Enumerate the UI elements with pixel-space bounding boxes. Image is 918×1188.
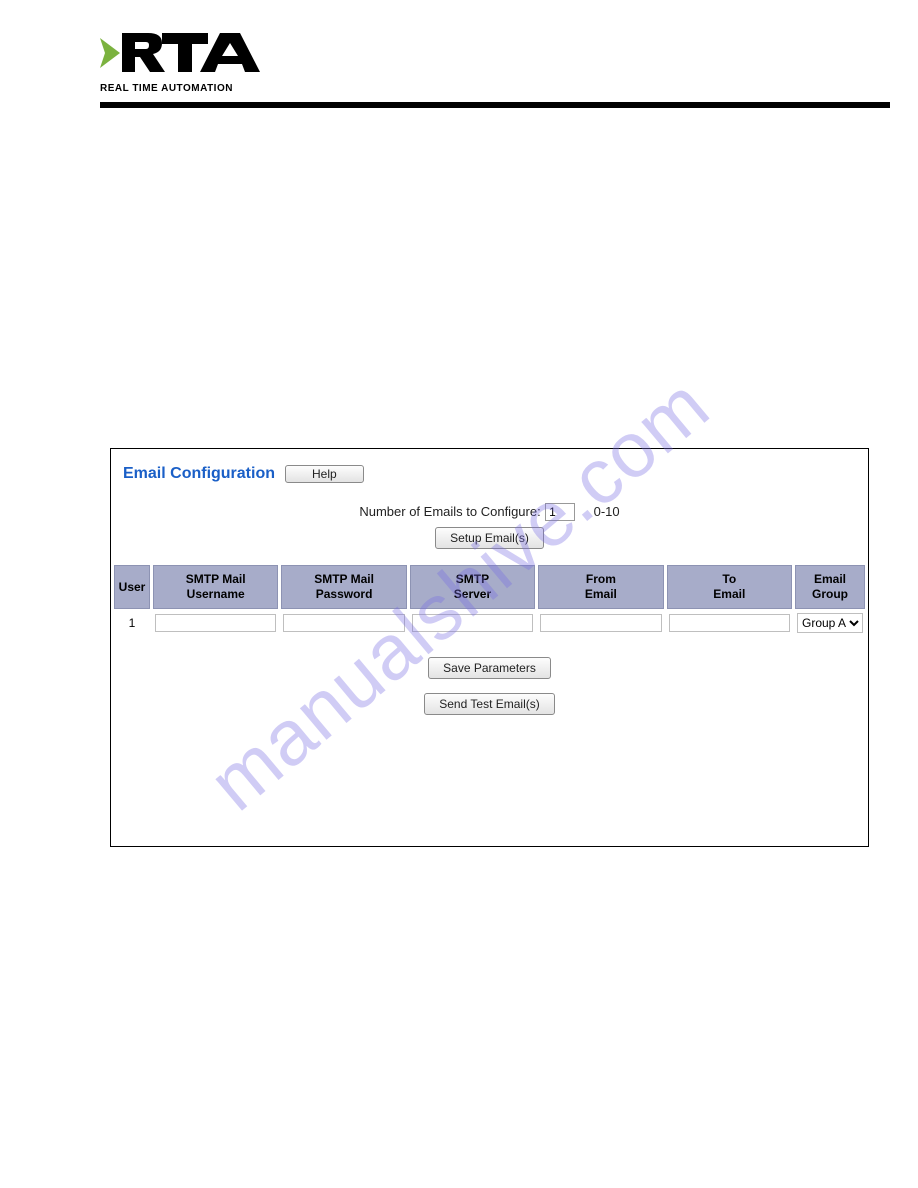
col-header-user: User: [114, 565, 150, 609]
logo-area: REAL TIME AUTOMATION: [100, 30, 893, 94]
help-button[interactable]: Help: [285, 465, 364, 483]
col-header-to-email: ToEmail: [667, 565, 792, 609]
num-emails-label: Number of Emails to Configure:: [359, 504, 540, 519]
email-config-table: User SMTP MailUsername SMTP MailPassword…: [111, 563, 868, 637]
to-email-input[interactable]: [669, 614, 790, 632]
header-divider: [100, 102, 890, 108]
send-test-emails-button[interactable]: Send Test Email(s): [424, 693, 554, 715]
smtp-server-input[interactable]: [412, 614, 533, 632]
col-header-from-email: FromEmail: [538, 565, 663, 609]
col-header-smtp-password: SMTP MailPassword: [281, 565, 406, 609]
cell-user: 1: [114, 611, 150, 635]
smtp-password-input[interactable]: [283, 614, 404, 632]
table-row: 1 Group A: [114, 611, 865, 635]
col-header-email-group: EmailGroup: [795, 565, 865, 609]
num-emails-input[interactable]: [545, 503, 575, 521]
num-emails-range: 0-10: [594, 504, 620, 519]
email-config-panel: Email Configuration Help Number of Email…: [110, 448, 869, 847]
save-parameters-button[interactable]: Save Parameters: [428, 657, 551, 679]
col-header-smtp-username: SMTP MailUsername: [153, 565, 278, 609]
smtp-username-input[interactable]: [155, 614, 276, 632]
panel-title: Email Configuration: [123, 465, 275, 483]
rta-logo-icon: [100, 30, 270, 85]
logo-subtitle: REAL TIME AUTOMATION: [100, 83, 893, 94]
from-email-input[interactable]: [540, 614, 661, 632]
col-header-smtp-server: SMTPServer: [410, 565, 535, 609]
setup-emails-button[interactable]: Setup Email(s): [435, 527, 544, 549]
email-group-select[interactable]: Group A: [797, 613, 863, 633]
